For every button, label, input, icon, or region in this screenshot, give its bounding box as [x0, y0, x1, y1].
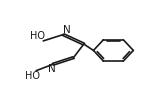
Text: N: N: [63, 25, 70, 35]
Text: HO: HO: [25, 71, 41, 81]
Text: N: N: [48, 64, 55, 74]
Text: HO: HO: [30, 31, 45, 41]
